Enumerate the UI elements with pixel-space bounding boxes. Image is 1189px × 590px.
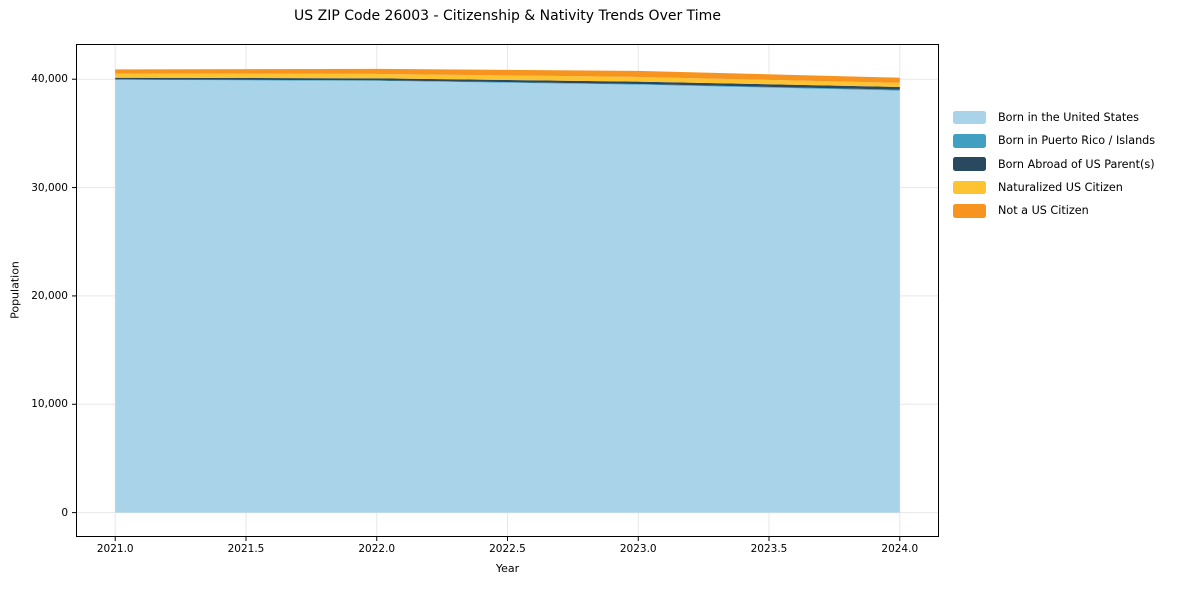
x-axis-label: Year (495, 562, 520, 575)
legend-label: Naturalized US Citizen (998, 181, 1123, 195)
area-born-abroad-of-us-parent-s- (115, 77, 900, 90)
plot-border (76, 44, 939, 537)
legend-label: Born in the United States (998, 111, 1139, 125)
legend-item: Not a US Citizen (953, 199, 1155, 222)
area-born-in-the-united-states (115, 79, 900, 513)
chart-title: US ZIP Code 26003 - Citizenship & Nativi… (294, 8, 721, 24)
x-tick-label: 2023.5 (750, 543, 788, 555)
x-tick-label: 2021.0 (96, 543, 134, 555)
y-tick-label: 40,000 (31, 73, 68, 86)
x-tick-label: 2022.5 (489, 543, 526, 555)
legend-label: Not a US Citizen (998, 204, 1089, 218)
y-tick-label: 10,000 (31, 398, 68, 411)
x-tick-label: 2024.0 (881, 543, 919, 555)
legend-swatch-icon (953, 204, 986, 218)
y-axis-label: Population (8, 261, 22, 319)
legend-swatch-icon (953, 110, 986, 125)
x-tick-label: 2021.5 (227, 543, 265, 555)
x-tick-label: 2022.0 (358, 543, 396, 555)
x-tick-label: 2023.0 (619, 543, 657, 555)
y-tick-label: 0 (61, 506, 68, 519)
legend-label: Born in Puerto Rico / Islands (998, 134, 1156, 148)
y-tick-label: 20,000 (31, 289, 68, 302)
legend-swatch-icon (953, 134, 986, 148)
legend-item: Born in Puerto Rico / Islands (953, 129, 1155, 152)
legend-swatch-icon (953, 157, 986, 171)
legend-item: Born in the United States (953, 106, 1155, 129)
area-not-a-us-citizen (115, 68, 900, 83)
legend-item: Naturalized US Citizen (953, 176, 1155, 199)
area-naturalized-us-citizen (115, 73, 900, 87)
y-tick-label: 30,000 (31, 181, 68, 194)
legend: Born in the United States Born in Puerto… (953, 106, 1155, 222)
legend-swatch-icon (953, 180, 986, 195)
legend-item: Born Abroad of US Parent(s) (953, 153, 1155, 176)
legend-label: Born Abroad of US Parent(s) (998, 157, 1155, 171)
